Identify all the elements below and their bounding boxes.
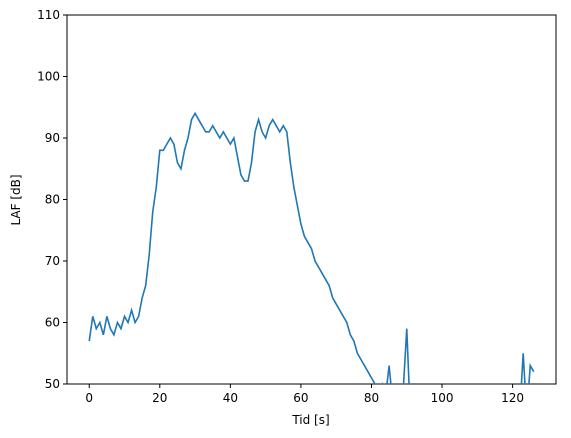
- y-tick-label: 70: [45, 254, 60, 268]
- y-tick-label: 100: [37, 70, 60, 84]
- x-tick-label: 120: [501, 391, 524, 405]
- plot-frame: [66, 14, 557, 385]
- x-tick-label: 60: [293, 391, 308, 405]
- y-tick-label: 80: [45, 193, 60, 207]
- x-tick-label: 20: [152, 391, 167, 405]
- data-line: [88, 111, 535, 384]
- x-tick-label: 0: [85, 391, 93, 405]
- x-tick-label: 40: [223, 391, 238, 405]
- y-tick-label: 50: [45, 377, 60, 391]
- x-axis-label: Tid [s]: [291, 413, 329, 427]
- x-tick-label: 80: [364, 391, 379, 405]
- y-axis-label: LAF [dB]: [9, 174, 23, 225]
- y-tick-label: 110: [37, 8, 60, 22]
- y-tick-label: 60: [45, 316, 60, 330]
- x-tick-label: 100: [431, 391, 454, 405]
- y-tick-label: 90: [45, 131, 60, 145]
